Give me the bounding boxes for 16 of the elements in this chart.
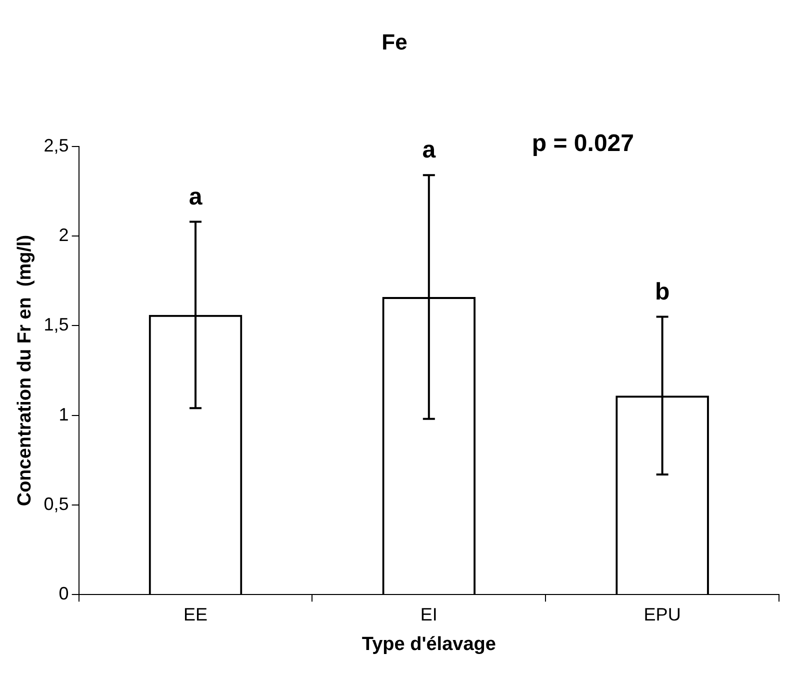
annotation: a <box>188 183 203 210</box>
x-tick-label: EPU <box>644 604 681 624</box>
y-tick-label: 0,5 <box>44 494 69 514</box>
x-tick-label: EE <box>184 604 208 624</box>
chart-title: Fe <box>382 29 408 54</box>
y-tick-label: 0 <box>58 584 69 604</box>
y-tick-label: 1,5 <box>44 314 69 335</box>
y-axis-title: Concentration du Fr en (mg/l) <box>14 234 36 506</box>
x-tick-label: EI <box>420 604 438 624</box>
x-axis-title: Type d'élavage <box>362 634 496 655</box>
y-tick-label: 2,5 <box>44 135 69 156</box>
y-tick-label: 1 <box>58 404 69 424</box>
annotation: a <box>422 136 436 164</box>
annotation: b <box>654 278 670 306</box>
annotation: p = 0.027 <box>532 130 634 158</box>
y-tick-label: 2 <box>58 225 69 246</box>
